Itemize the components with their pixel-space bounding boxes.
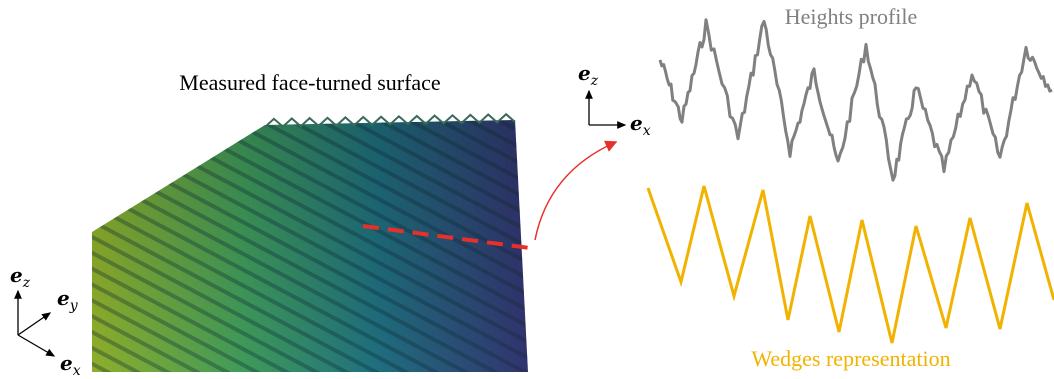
right-axis-z-label: ez — [578, 61, 599, 89]
profile-arrow — [534, 140, 618, 241]
surface-title: Measured face-turned surface — [179, 70, 440, 95]
left-axis-y-label: ey — [57, 286, 79, 314]
wedges-curve — [646, 185, 1054, 344]
left-axis-x-label: ex — [60, 351, 81, 379]
profile-cut-line — [362, 224, 531, 250]
measured-surface — [92, 112, 528, 372]
left-axes: ez ey ex — [10, 263, 81, 379]
heights-profile-curve — [658, 18, 1053, 182]
wedges-title: Wedges representation — [751, 346, 950, 371]
right-axes: ez ex — [578, 61, 651, 139]
heights-title: Heights profile — [785, 4, 918, 29]
surface-top-edge — [264, 112, 516, 128]
right-axis-x-label: ex — [630, 111, 651, 139]
left-axis-z-label: ez — [10, 263, 31, 291]
